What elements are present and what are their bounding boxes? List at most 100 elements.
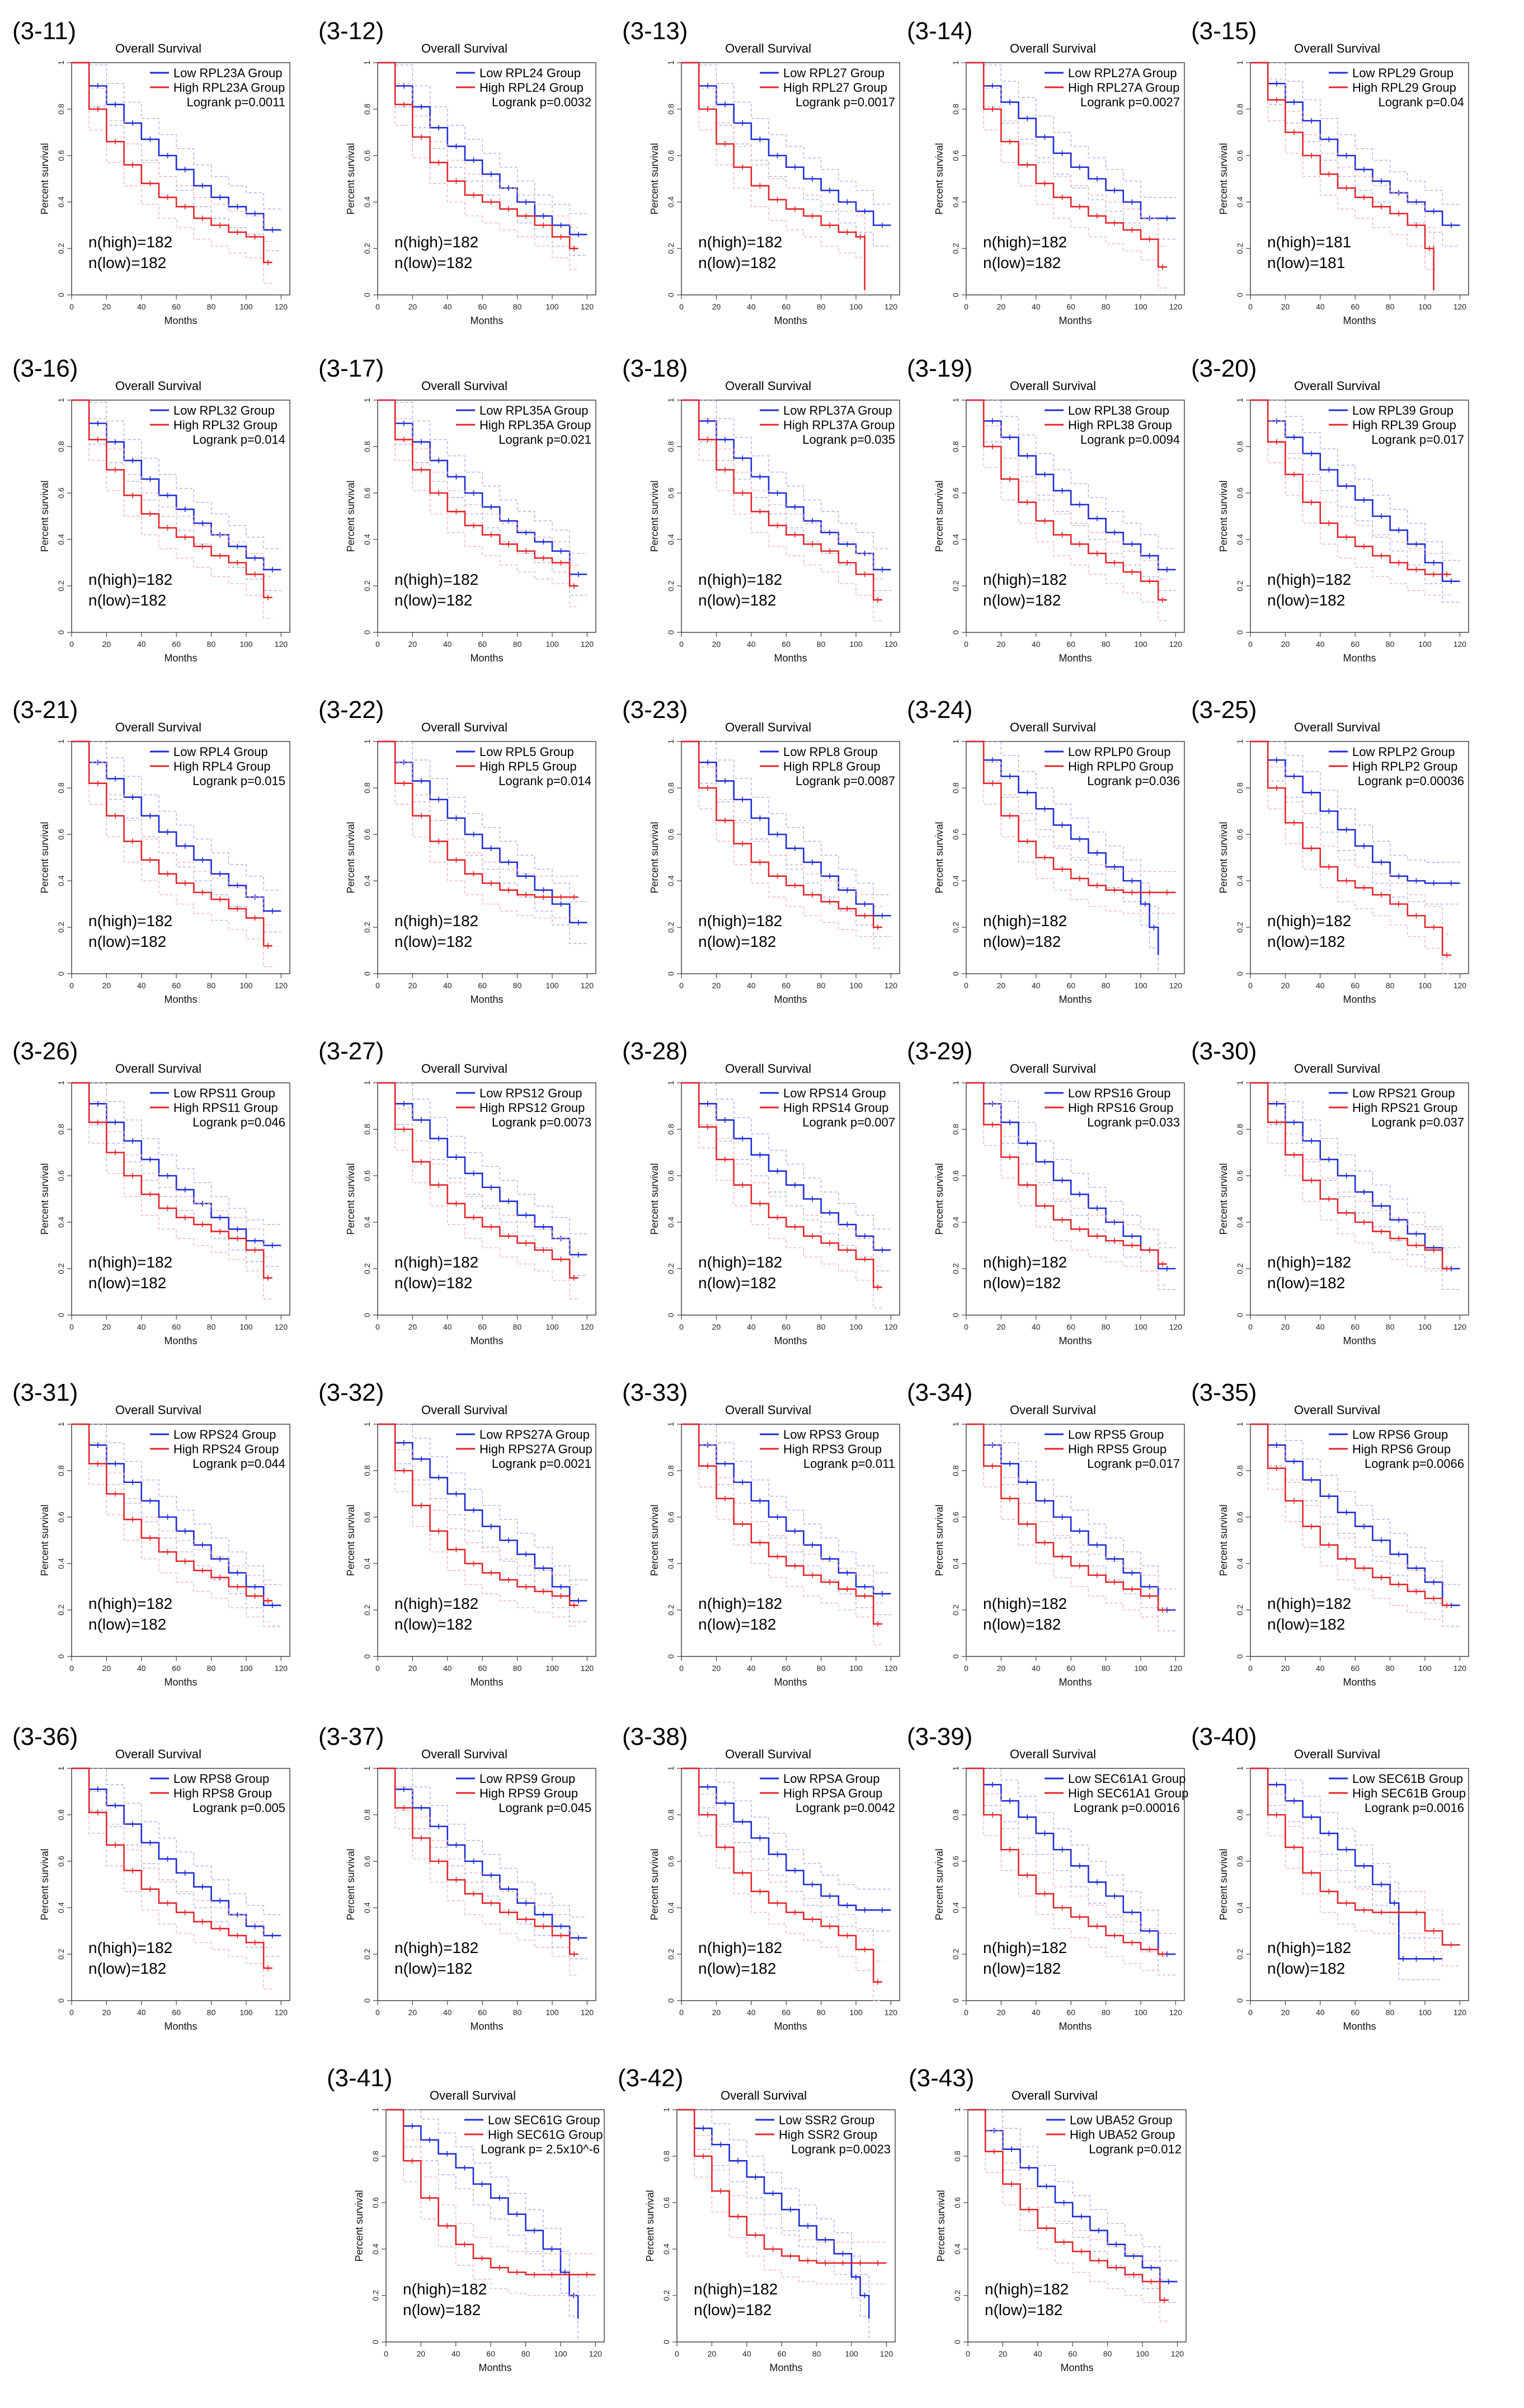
- high-group-ci-line: [681, 1082, 882, 1267]
- high-group-ci-line: [72, 1082, 272, 1257]
- y-tick-label: 0.8: [371, 2151, 380, 2162]
- x-tick-label: 0: [1248, 981, 1253, 990]
- x-tick-label: 120: [1169, 1322, 1183, 1331]
- x-tick-label: 100: [849, 1664, 863, 1673]
- high-group-ci-line: [378, 62, 578, 270]
- x-tick-label: 120: [1454, 302, 1467, 311]
- x-axis-label: Months: [769, 2362, 802, 2373]
- x-axis-label: Months: [478, 2362, 511, 2373]
- x-tick-label: 120: [885, 1664, 898, 1673]
- y-tick-label: 1: [666, 398, 675, 402]
- x-tick-label: 100: [239, 981, 253, 990]
- km-chart: (3-26) Overall Survival 0 0.2 0.4 0.6 0.8 1 0 20 4…: [12, 1038, 290, 1346]
- survival-panel: (3-18) Overall Survival 0 0.2 0.4 0.6 0.8 1 0 20 4…: [620, 350, 911, 680]
- y-tick-label: 1: [951, 1766, 960, 1771]
- panel-label: (3-16): [12, 355, 78, 382]
- x-tick-label: 80: [207, 2008, 216, 2017]
- x-tick-label: 20: [997, 302, 1006, 311]
- n-low-count: n(low)=182: [394, 933, 472, 950]
- y-tick-label: 0.2: [363, 1263, 371, 1274]
- y-tick-label: 0.6: [951, 829, 960, 840]
- km-chart: (3-16) Overall Survival 0 0.2 0.4 0.6 0.8 1 0 20 4…: [12, 355, 290, 664]
- n-high-count: n(high)=182: [1267, 1254, 1351, 1271]
- x-tick-label: 60: [1066, 1664, 1075, 1673]
- x-tick-label: 40: [443, 302, 452, 311]
- y-tick-label: 0.4: [363, 875, 371, 886]
- legend-high-label: High RPL39 Group: [1352, 418, 1456, 432]
- x-tick-label: 80: [817, 640, 826, 649]
- panel-label: (3-21): [12, 696, 78, 724]
- x-tick-label: 0: [1248, 2008, 1253, 2017]
- high-group-ci-line: [72, 1424, 272, 1580]
- y-tick-label: 0.6: [57, 150, 65, 161]
- y-tick-label: 0.4: [951, 875, 960, 886]
- y-tick-label: 0.2: [371, 2290, 380, 2301]
- y-tick-label: 0.8: [363, 1465, 371, 1476]
- x-tick-label: 40: [137, 640, 146, 649]
- x-axis-label: Months: [164, 653, 197, 664]
- x-axis-label: Months: [1059, 653, 1092, 664]
- km-chart: (3-17) Overall Survival 0 0.2 0.4 0.6 0.8 1 0 20 4…: [318, 355, 596, 664]
- survival-panel: (3-29) Overall Survival 0 0.2 0.4 0.6 0.8 1 0 20 4…: [905, 1032, 1196, 1363]
- x-tick-label: 40: [443, 1664, 452, 1673]
- high-group-ci-line: [681, 1424, 882, 1645]
- n-low-count: n(low)=182: [1267, 1960, 1345, 1977]
- y-tick-label: 0.8: [666, 1124, 675, 1135]
- high-group-curve: [1250, 740, 1451, 956]
- x-tick-label: 20: [712, 302, 721, 311]
- y-tick-label: 0: [57, 1998, 65, 2003]
- high-group-ci-line: [681, 1768, 882, 2001]
- y-tick-label: 0.2: [1235, 243, 1244, 254]
- survival-panel: (3-38) Overall Survival 0 0.2 0.4 0.6 0.8 1 0 20 4…: [620, 1718, 911, 2048]
- km-chart: (3-15) Overall Survival 0 0.2 0.4 0.6 0.8 1 0 20 4…: [1191, 17, 1469, 326]
- y-tick-label: 0.2: [951, 1949, 960, 1960]
- low-group-ci-line: [681, 1082, 891, 1230]
- low-group-curve: [1250, 399, 1460, 582]
- plot-frame: [681, 741, 900, 974]
- x-tick-label: 0: [375, 981, 380, 990]
- chart-title: Overall Survival: [1012, 2088, 1098, 2102]
- x-axis-label: Months: [1059, 1335, 1092, 1346]
- x-tick-label: 60: [478, 2008, 487, 2017]
- survival-panel: (3-16) Overall Survival 0 0.2 0.4 0.6 0.8 1 0 20 4…: [10, 350, 301, 680]
- x-tick-label: 20: [408, 640, 417, 649]
- legend-high-label: High RPS5 Group: [1068, 1442, 1166, 1456]
- panel-label: (3-26): [12, 1038, 78, 1065]
- panel-label: (3-19): [907, 355, 972, 382]
- high-group-ci-line: [378, 1082, 578, 1299]
- km-chart: (3-40) Overall Survival 0 0.2 0.4 0.6 0.8 1 0 20 4…: [1191, 1723, 1469, 2032]
- plot-frame: [377, 1768, 596, 2001]
- plot-frame: [1250, 1424, 1469, 1657]
- n-high-count: n(high)=181: [1267, 233, 1351, 251]
- x-tick-label: 0: [964, 1322, 968, 1331]
- y-tick-label: 0.4: [953, 2243, 962, 2255]
- x-tick-label: 20: [712, 1664, 721, 1673]
- y-tick-label: 0.4: [57, 1217, 65, 1228]
- legend-high-label: High RPS27A Group: [479, 1442, 592, 1456]
- y-axis-label: Percent survival: [934, 1163, 945, 1234]
- x-tick-label: 80: [1102, 640, 1111, 649]
- y-tick-label: 0: [1235, 971, 1244, 976]
- y-axis-label: Percent survival: [1218, 143, 1229, 214]
- plot-frame: [71, 1424, 290, 1657]
- y-tick-label: 0: [363, 1313, 371, 1317]
- x-tick-label: 100: [1134, 1664, 1147, 1673]
- x-tick-label: 0: [375, 302, 380, 311]
- km-chart: (3-24) Overall Survival 0 0.2 0.4 0.6 0.8 1 0 20 4…: [907, 696, 1185, 1005]
- x-tick-label: 60: [782, 640, 791, 649]
- chart-title: Overall Survival: [1010, 1403, 1096, 1417]
- legend-high-label: High RPL24 Group: [479, 81, 584, 95]
- y-tick-label: 0.2: [666, 1604, 675, 1616]
- y-tick-label: 0.6: [1235, 150, 1244, 161]
- y-tick-label: 0.8: [1235, 1465, 1244, 1476]
- x-tick-label: 60: [478, 1322, 487, 1331]
- n-low-count: n(low)=182: [394, 1960, 472, 1977]
- n-low-count: n(low)=182: [394, 1274, 472, 1292]
- x-tick-label: 80: [817, 1664, 826, 1673]
- x-tick-label: 60: [1066, 2008, 1075, 2017]
- x-tick-label: 20: [102, 1664, 111, 1673]
- low-group-curve: [681, 1767, 891, 1911]
- y-tick-label: 0: [666, 971, 675, 976]
- y-tick-label: 1: [57, 1422, 65, 1426]
- y-tick-label: 1: [662, 2107, 671, 2112]
